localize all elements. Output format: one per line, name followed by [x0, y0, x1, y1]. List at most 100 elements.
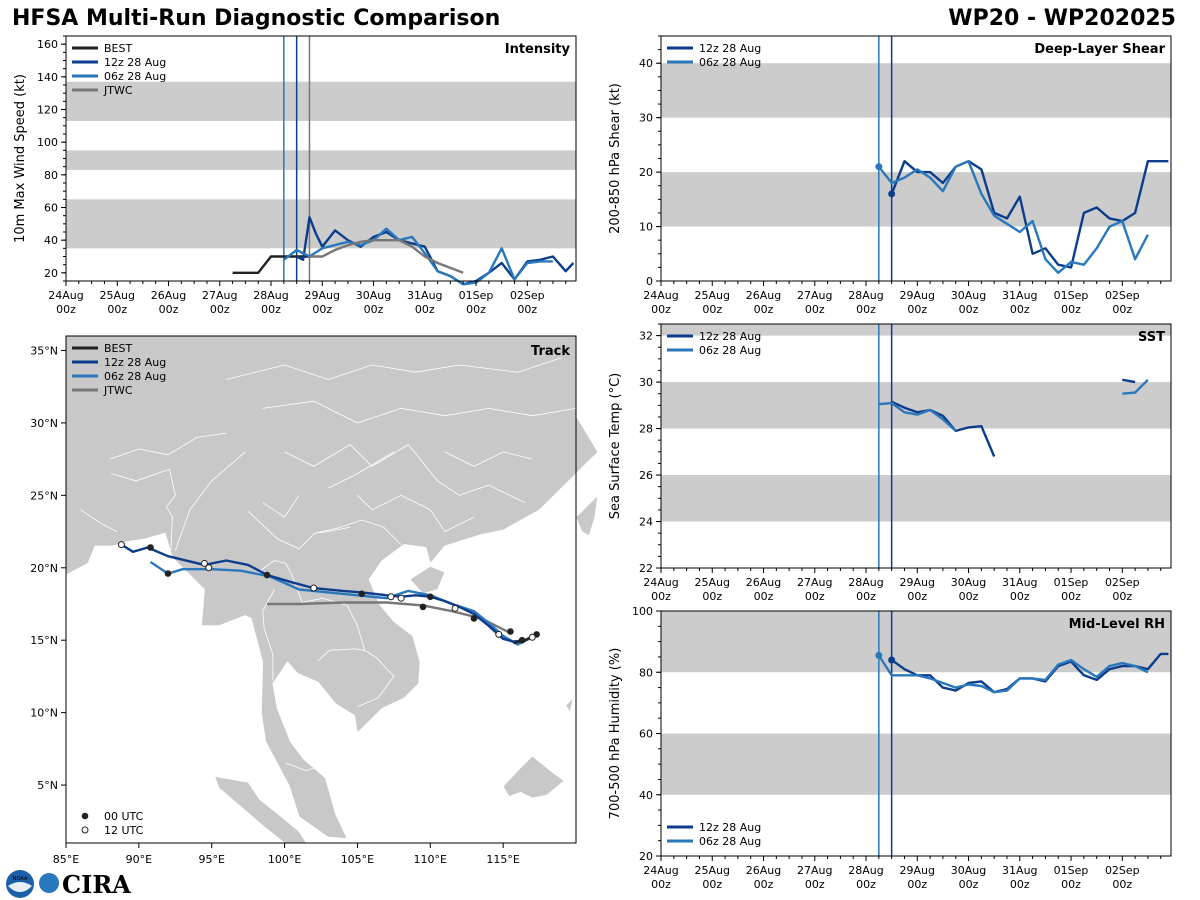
shear-xtick-hour-5: 00z: [907, 303, 927, 316]
track-panel-title: Track: [531, 344, 570, 359]
cira-logo-text: CIRA: [62, 870, 131, 899]
sst-xtick-hour-6: 00z: [959, 590, 979, 603]
track-00utc-marker-2: [470, 615, 478, 622]
figure-title: HFSA Multi-Run Diagnostic Comparison: [12, 6, 501, 31]
track-ytick-label-0: 5°N: [37, 779, 58, 792]
rh-ytick-label-3: 80: [639, 666, 653, 679]
rh-legend-label-0: 12z 28 Aug: [699, 821, 761, 834]
sst-series-run12-0: [891, 400, 996, 457]
sst-band-1: [661, 382, 1171, 429]
rh-xtick-hour-1: 00z: [702, 878, 722, 891]
sst-ytick-label-2: 26: [639, 469, 653, 482]
noaa-logo-wave: [8, 882, 32, 892]
track-legend-label-0: BEST: [104, 342, 132, 355]
track-xtick-label-1: 90°E: [126, 853, 152, 866]
sst-xtick-hour-7: 00z: [1010, 590, 1030, 603]
shear-xtick-day-0: 24Aug: [643, 289, 678, 302]
shear-legend-label-1: 06z 28 Aug: [699, 56, 761, 69]
shear-init-marker-0: [875, 163, 883, 171]
intensity-xtick-hour-4: 00z: [261, 303, 281, 316]
track-line-run12: [120, 543, 538, 643]
shear-xtick-day-3: 27Aug: [797, 289, 832, 302]
sst-xtick-day-5: 29Aug: [900, 576, 935, 589]
rh-legend-label-1: 06z 28 Aug: [699, 835, 761, 848]
sst-ytick-label-1: 24: [639, 516, 653, 529]
intensity-xtick-hour-3: 00z: [210, 303, 230, 316]
track-00utc-marker-5: [263, 571, 271, 579]
intensity-xtick-hour-9: 00z: [517, 303, 537, 316]
sst-ytick-label-3: 28: [639, 423, 653, 436]
track-legend-00utc-dot: [81, 812, 89, 820]
shear-xtick-hour-7: 00z: [1010, 303, 1030, 316]
track-12utc-marker-0: [528, 633, 536, 641]
track-xtick-label-6: 115°E: [486, 853, 519, 866]
rh-xtick-day-4: 28Aug: [848, 864, 883, 877]
track-border-13: [357, 494, 475, 533]
shear-series-run06-1: [877, 159, 1149, 274]
track-border-12: [226, 357, 562, 380]
track-00utc-marker-6: [164, 570, 172, 577]
track-border-6: [285, 762, 316, 772]
intensity-xtick-day-3: 27Aug: [202, 289, 237, 302]
rh-band-0: [661, 733, 1171, 795]
track-border-7: [111, 468, 176, 551]
sst-xtick-hour-1: 00z: [702, 590, 722, 603]
track-border-11: [262, 400, 577, 424]
track-00utc-marker-3: [426, 593, 434, 601]
shear-xtick-day-8: 01Sep: [1054, 289, 1089, 302]
sst-band-0: [661, 475, 1171, 522]
rh-ytick-label-1: 40: [639, 789, 653, 802]
logo-area: NOAA CIRA: [6, 870, 131, 899]
shear-xtick-hour-4: 00z: [856, 303, 876, 316]
rh-ylabel: 700-500 hPa Humidity (%): [608, 648, 623, 820]
rh-xtick-hour-7: 00z: [1010, 878, 1030, 891]
sst-xtick-hour-5: 00z: [907, 590, 927, 603]
rh-xtick-day-6: 30Aug: [951, 864, 986, 877]
rh-init-marker-1: [888, 656, 896, 664]
track-border-17: [444, 451, 533, 467]
shear-series-run12-0: [890, 159, 1169, 269]
intensity-ytick-label-3: 80: [44, 169, 58, 182]
intensity-xtick-hour-1: 00z: [107, 303, 127, 316]
shear-xtick-hour-8: 00z: [1061, 303, 1081, 316]
intensity-xtick-day-8: 01Sep: [459, 289, 494, 302]
track-ytick-label-4: 25°N: [30, 489, 58, 502]
shear-ytick-label-0: 0: [646, 275, 653, 288]
rh-series-run06-1: [877, 654, 1149, 694]
shear-panel: 01020304024Aug00z25Aug00z26Aug00z27Aug00…: [608, 35, 1172, 316]
track-12utc-marker-6: [205, 564, 213, 572]
rh-xtick-day-5: 29Aug: [900, 864, 935, 877]
track-frame: [65, 335, 577, 844]
track-legend-00utc-label: 00 UTC: [104, 810, 144, 823]
shear-panel-title: Deep-Layer Shear: [1034, 42, 1165, 57]
shear-xtick-day-5: 29Aug: [900, 289, 935, 302]
rh-xtick-hour-6: 00z: [959, 878, 979, 891]
intensity-ytick-label-0: 20: [44, 267, 58, 280]
sst-band-2: [661, 324, 1171, 336]
shear-xtick-hour-0: 00z: [651, 303, 671, 316]
track-12utc-marker-8: [117, 541, 125, 549]
track-xtick-label-3: 100°E: [268, 853, 301, 866]
track-00utc-marker-9: [507, 628, 514, 635]
track-border-16: [328, 451, 395, 489]
intensity-ytick-label-1: 40: [44, 234, 58, 247]
sst-ylabel: Sea Surface Temp (°C): [608, 373, 623, 520]
track-landmass-4: [502, 755, 565, 799]
sst-panel: 22242628303224Aug00z25Aug00z26Aug00z27Au…: [608, 323, 1172, 603]
track-border-15: [80, 509, 118, 532]
track-border-3: [317, 648, 365, 661]
sst-series-run06-3: [1122, 378, 1149, 395]
rh-init-marker-0: [875, 651, 883, 659]
shear-xtick-day-9: 02Sep: [1105, 289, 1140, 302]
track-landmass-5: [565, 696, 574, 714]
intensity-band-2: [66, 81, 576, 121]
track-00utc-marker-7: [147, 544, 154, 551]
rh-xtick-day-1: 25Aug: [695, 864, 730, 877]
shear-ytick-label-1: 10: [639, 221, 653, 234]
intensity-xtick-hour-2: 00z: [159, 303, 179, 316]
track-00utc-marker-8: [419, 603, 427, 611]
shear-xtick-hour-1: 00z: [702, 303, 722, 316]
intensity-xtick-day-0: 24Aug: [48, 289, 83, 302]
sst-ytick-label-0: 22: [639, 562, 653, 575]
intensity-xtick-day-5: 29Aug: [305, 289, 340, 302]
